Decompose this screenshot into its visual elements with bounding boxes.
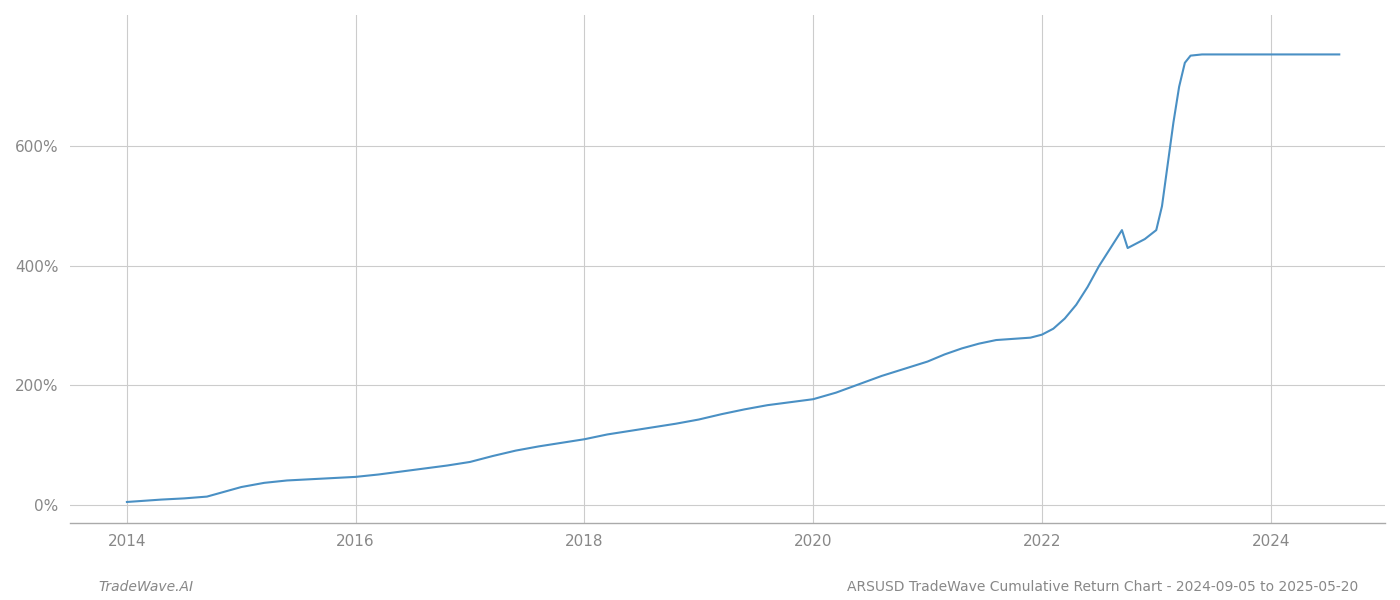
- Text: TradeWave.AI: TradeWave.AI: [98, 580, 193, 594]
- Text: ARSUSD TradeWave Cumulative Return Chart - 2024-09-05 to 2025-05-20: ARSUSD TradeWave Cumulative Return Chart…: [847, 580, 1358, 594]
